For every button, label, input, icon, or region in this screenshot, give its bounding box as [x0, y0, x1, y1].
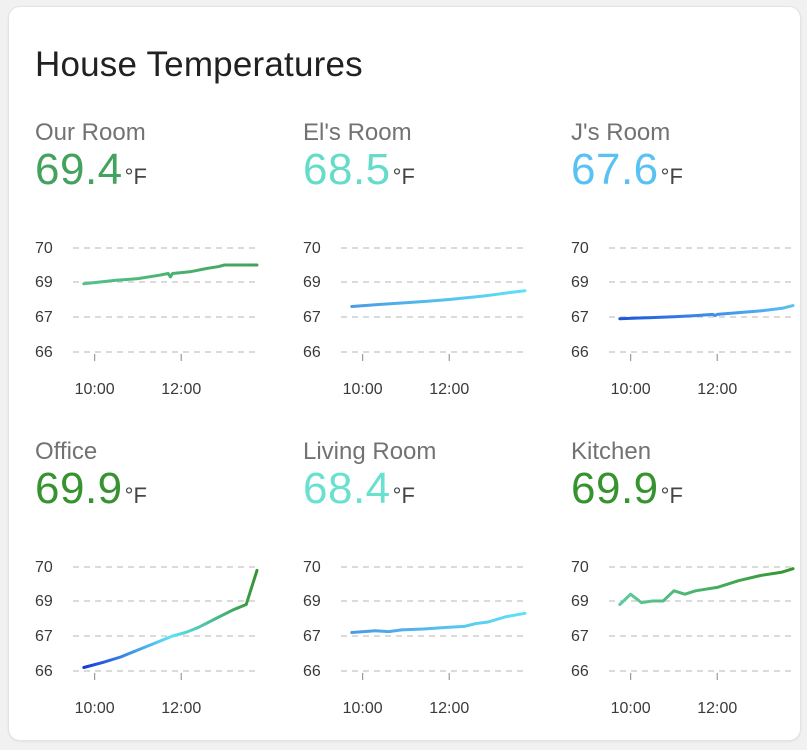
sensor-name: J's Room: [571, 119, 671, 146]
temperature-unit: °F: [392, 483, 415, 508]
sensor-els-room[interactable]: El's Room 68.5°F 70 69 67 66 10:00 12:00: [303, 119, 553, 419]
y-tick-label: 66: [571, 344, 589, 361]
x-tick-label: 12:00: [161, 381, 201, 398]
y-tick-label: 67: [303, 309, 321, 326]
y-tick-label: 70: [571, 559, 589, 576]
y-tick-label: 69: [571, 274, 589, 291]
x-tick-label: 12:00: [697, 381, 737, 398]
temperature-series-line[interactable]: [618, 304, 795, 321]
x-tick-label: 10:00: [611, 700, 651, 717]
card-title: House Temperatures: [35, 45, 363, 84]
y-tick-label: 70: [35, 240, 53, 257]
temperature-unit: °F: [660, 483, 683, 508]
sensor-name: Living Room: [303, 438, 437, 465]
y-tick-label: 70: [35, 559, 53, 576]
x-tick-label: 12:00: [429, 700, 469, 717]
y-tick-label: 66: [35, 663, 53, 680]
house-temperatures-card: House Temperatures Our Room 69.4°F 70 69 6…: [8, 6, 801, 741]
temperature-value: 68.4: [303, 464, 391, 513]
y-tick-label: 70: [303, 559, 321, 576]
sensor-office[interactable]: Office 69.9°F 70 69 67 66 10:00 12:00: [35, 438, 285, 738]
sensor-kitchen[interactable]: Kitchen 69.9°F 70 69 67 66 10:00 12:00: [571, 438, 807, 738]
temperature-series-line[interactable]: [350, 289, 527, 308]
y-tick-label: 66: [303, 344, 321, 361]
y-tick-label: 67: [571, 628, 589, 645]
temperature-history-chart[interactable]: 70 69 67 66 10:00 12:00: [35, 538, 261, 728]
y-tick-label: 67: [35, 309, 53, 326]
temperature-history-chart[interactable]: 70 69 67 66 10:00 12:00: [35, 219, 261, 409]
y-tick-label: 69: [303, 274, 321, 291]
sensor-name: El's Room: [303, 119, 412, 146]
temperature-value: 69.9: [571, 464, 659, 513]
temperature-value: 67.6: [571, 145, 659, 194]
sensor-name: Office: [35, 438, 98, 465]
temperature-history-chart[interactable]: 70 69 67 66 10:00 12:00: [303, 538, 529, 728]
y-tick-label: 70: [571, 240, 589, 257]
x-tick-label: 10:00: [343, 700, 383, 717]
temperature-unit: °F: [124, 483, 147, 508]
sensor-our-room[interactable]: Our Room 69.4°F 70 69 67 66 10:00 12:00: [35, 119, 285, 419]
y-tick-label: 67: [303, 628, 321, 645]
sensor-name: Kitchen: [571, 438, 652, 465]
y-tick-label: 67: [35, 628, 53, 645]
temperature-history-chart[interactable]: 70 69 67 66 10:00 12:00: [571, 538, 797, 728]
sensor-reading: 69.9°F: [35, 464, 147, 514]
temperature-value: 69.4: [35, 145, 123, 194]
sensor-reading: 67.6°F: [571, 145, 683, 195]
y-tick-label: 69: [571, 593, 589, 610]
x-tick-label: 10:00: [611, 381, 651, 398]
temperature-history-chart[interactable]: 70 69 67 66 10:00 12:00: [303, 219, 529, 409]
temperature-history-chart[interactable]: 70 69 67 66 10:00 12:00: [571, 219, 797, 409]
temperature-unit: °F: [124, 164, 147, 189]
x-tick-label: 10:00: [75, 700, 115, 717]
temperature-value: 68.5: [303, 145, 391, 194]
sensor-reading: 69.9°F: [571, 464, 683, 514]
sensor-js-room[interactable]: J's Room 67.6°F 70 69 67 66 10:00 12:00: [571, 119, 807, 419]
y-tick-label: 66: [571, 663, 589, 680]
y-tick-label: 69: [303, 593, 321, 610]
y-tick-label: 66: [303, 663, 321, 680]
sensor-reading: 68.5°F: [303, 145, 415, 195]
temperature-series-line[interactable]: [82, 568, 259, 669]
temperature-series-line[interactable]: [82, 263, 259, 286]
sensor-reading: 69.4°F: [35, 145, 147, 195]
x-tick-label: 12:00: [161, 700, 201, 717]
y-tick-label: 67: [571, 309, 589, 326]
sensor-reading: 68.4°F: [303, 464, 415, 514]
y-tick-label: 69: [35, 274, 53, 291]
sensor-name: Our Room: [35, 119, 146, 146]
temperature-series-line[interactable]: [350, 611, 527, 634]
x-tick-label: 12:00: [429, 381, 469, 398]
y-tick-label: 70: [303, 240, 321, 257]
temperature-unit: °F: [660, 164, 683, 189]
temperature-value: 69.9: [35, 464, 123, 513]
x-tick-label: 12:00: [697, 700, 737, 717]
x-tick-label: 10:00: [343, 381, 383, 398]
temperature-unit: °F: [392, 164, 415, 189]
x-tick-label: 10:00: [75, 381, 115, 398]
y-tick-label: 69: [35, 593, 53, 610]
y-tick-label: 66: [35, 344, 53, 361]
temperature-series-line[interactable]: [618, 567, 795, 606]
sensor-living-room[interactable]: Living Room 68.4°F 70 69 67 66 10:00 12:00: [303, 438, 553, 738]
